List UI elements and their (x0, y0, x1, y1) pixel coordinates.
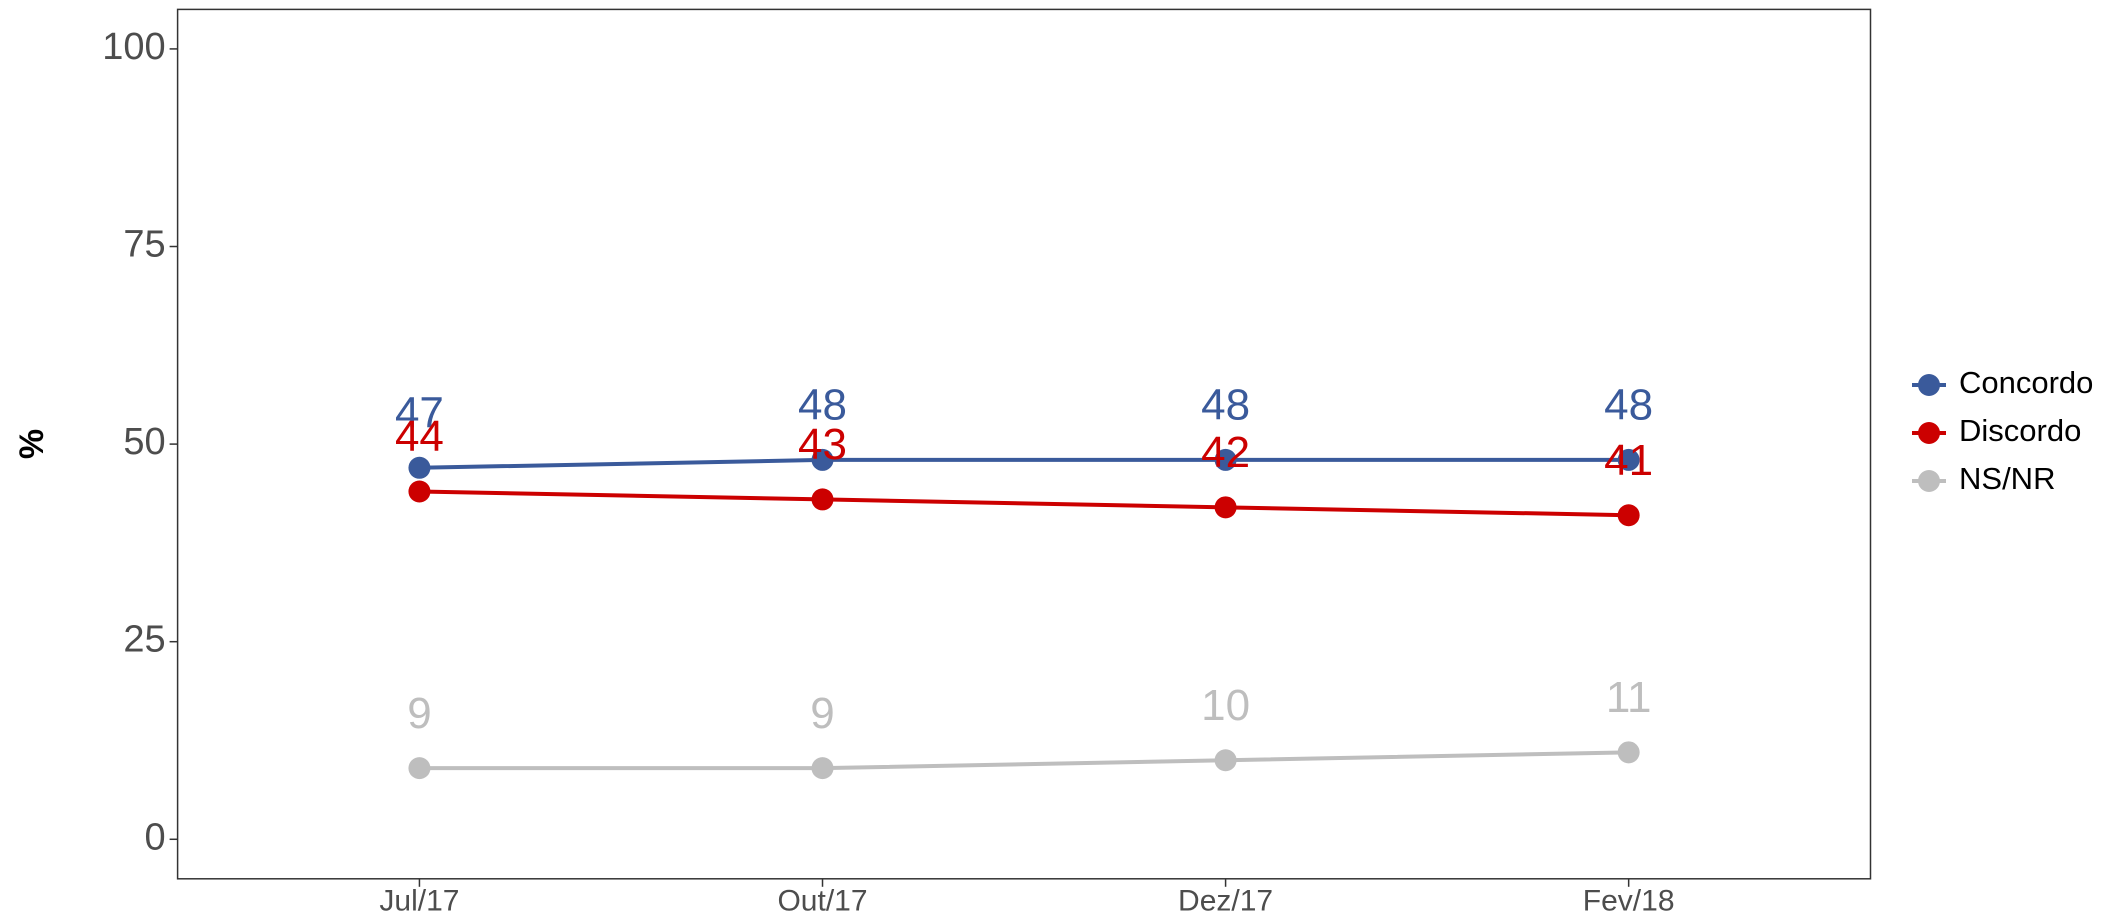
point (1617, 448, 1640, 471)
series-line (419, 750, 1629, 771)
point (408, 757, 431, 780)
point (1214, 448, 1237, 471)
data-label: 9 (407, 689, 431, 738)
y-tick-label: 25 (123, 619, 165, 661)
series-line (419, 489, 1629, 518)
series-line (419, 457, 1629, 470)
data-label: 43 (798, 420, 847, 469)
point (1617, 741, 1640, 764)
legend-key-point (1918, 374, 1940, 396)
data-label: 9 (810, 689, 834, 738)
data-label: 41 (1604, 436, 1653, 485)
data-label: 48 (1201, 381, 1250, 430)
legend-key-point (1918, 470, 1940, 492)
x-tick-label: Out/17 (777, 885, 867, 918)
y-axis-title: % (13, 429, 51, 459)
legend-label: Concordo (1959, 365, 2093, 400)
legend-label: NS/NR (1959, 461, 2055, 496)
legend-label: Discordo (1959, 413, 2081, 448)
y-tick-label: 75 (123, 224, 165, 266)
point (811, 448, 834, 471)
x-tick-label: Dez/17 (1178, 885, 1273, 918)
y-tick-label: 50 (123, 421, 165, 463)
data-label: 11 (1606, 673, 1652, 722)
point (1617, 504, 1640, 527)
point (408, 480, 431, 503)
data-label: 48 (1604, 381, 1653, 430)
data-label: 42 (1201, 428, 1250, 477)
legend-key-point (1918, 422, 1940, 444)
data-label: 44 (395, 412, 444, 461)
x-tick-label: Jul/17 (379, 885, 459, 918)
point (1214, 496, 1237, 519)
plot-panel (176, 8, 1872, 880)
data-label: 10 (1201, 681, 1250, 730)
point (408, 456, 431, 479)
y-tick-label: 100 (102, 26, 165, 68)
x-tick-label: Fev/18 (1583, 885, 1675, 918)
point (1214, 749, 1237, 772)
point (811, 757, 834, 780)
data-label: 47 (395, 388, 444, 437)
data-label: 48 (798, 381, 847, 430)
y-tick-label: 0 (144, 816, 165, 858)
point (811, 488, 834, 511)
